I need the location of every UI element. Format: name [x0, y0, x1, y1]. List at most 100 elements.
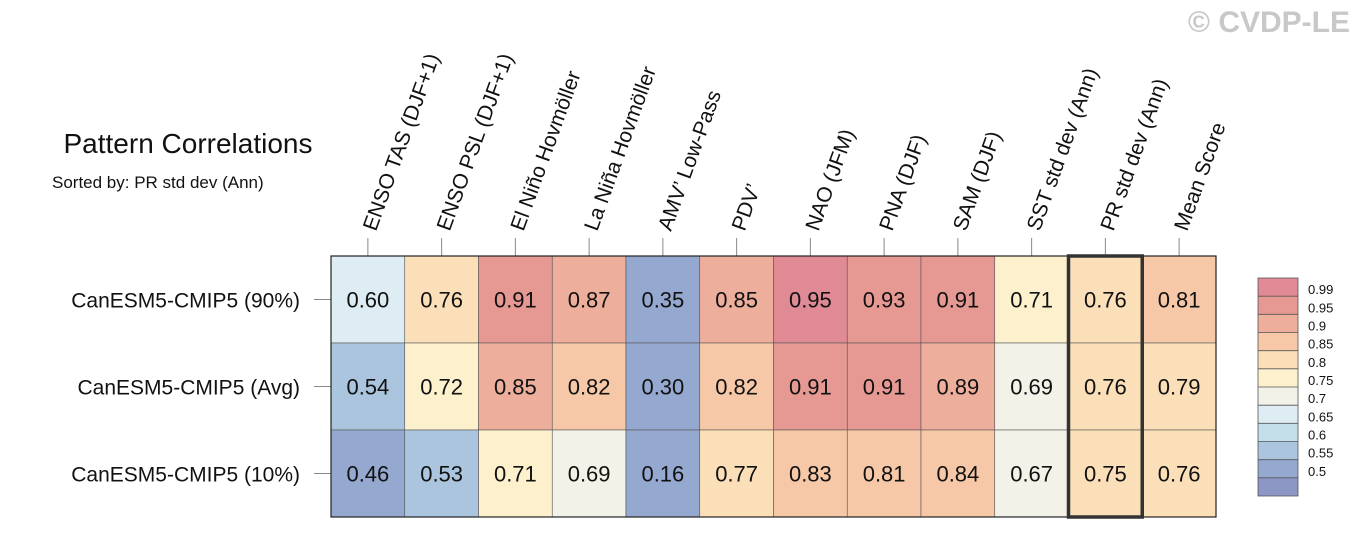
cell-value-label: 0.53: [420, 462, 463, 487]
cell-value-label: 0.76: [420, 288, 463, 313]
colorbar-swatch: [1258, 423, 1298, 442]
heatmap-cell: [699, 255, 774, 344]
colorbar-swatch: [1258, 441, 1298, 460]
heatmap-cells: 0.60 0.76 0.91 0.87 0.35 0.85 0.95 0.93 0.91 0.71…: [330, 254, 1217, 519]
column-label: PR std dev (Ann): [1096, 76, 1172, 234]
cell-value-label: 0.76: [1084, 288, 1127, 313]
heatmap-cell: [846, 342, 922, 431]
cell-value-label: 0.30: [641, 375, 684, 400]
cell-value-label: 0.46: [346, 462, 389, 487]
colorbar-swatch: [1258, 278, 1298, 297]
heatmap-cell: [625, 342, 701, 431]
column-label: ENSO TAS (DJF+1): [359, 51, 444, 234]
heatmap-cell: [846, 255, 922, 344]
column-label: Mean Score: [1170, 119, 1230, 233]
cell-value-label: 0.95: [789, 288, 832, 313]
heatmap-cell: [404, 342, 479, 431]
column-label: PNA (DJF): [875, 132, 931, 234]
cell-value-label: 0.69: [1010, 375, 1053, 400]
column-label: SAM (DJF): [949, 128, 1006, 233]
heatmap-cell: [1141, 255, 1217, 344]
colorbar-tick-label: 0.85: [1308, 337, 1333, 352]
colorbar-swatch: [1258, 332, 1298, 351]
colorbar-tick-label: 0.5: [1308, 464, 1326, 479]
cell-value-label: 0.82: [568, 375, 611, 400]
heatmap-border: [330, 255, 1217, 518]
cell-value-label: 0.84: [936, 462, 979, 487]
cell-value-label: 0.60: [346, 288, 389, 313]
cell-value-label: 0.72: [420, 375, 463, 400]
heatmap-cell: [478, 255, 553, 344]
row-labels: CanESM5-CMIP5 (90%) CanESM5-CMIP5 (Avg) Ca…: [71, 290, 331, 487]
heatmap-cell: [920, 429, 996, 518]
column-label: AMV’ Low-Pass: [654, 87, 726, 233]
column-label: ENSO PSL (DJF+1): [433, 51, 518, 234]
row-label: CanESM5-CMIP5 (90%): [71, 290, 300, 313]
colorbar-swatch: [1258, 459, 1298, 478]
colorbar-tick-label: 0.7: [1308, 391, 1326, 406]
cell-value-label: 0.67: [1010, 462, 1053, 487]
heatmap-cell: [920, 255, 996, 344]
heatmap-cell: [1068, 255, 1143, 344]
cell-value-label: 0.76: [1158, 462, 1201, 487]
cell-value-label: 0.82: [715, 375, 758, 400]
cell-value-label: 0.76: [1084, 375, 1127, 400]
heatmap-cell: [846, 429, 922, 518]
cell-value-label: 0.91: [494, 288, 537, 313]
chart-subtitle: Sorted by: PR std dev (Ann): [52, 173, 264, 192]
watermark: © CVDP-LE: [1188, 6, 1350, 39]
heatmap-cell: [404, 429, 479, 518]
heatmap-cell: [625, 255, 701, 344]
heatmap-cell: [1068, 429, 1143, 518]
heatmap-cell: [1141, 342, 1217, 431]
colorbar-tick-label: 0.65: [1308, 409, 1333, 424]
colorbar-tick-label: 0.9: [1308, 319, 1326, 334]
row-label: CanESM5-CMIP5 (Avg): [77, 377, 300, 400]
cell-value-label: 0.54: [346, 375, 389, 400]
colorbar-tick-label: 0.8: [1308, 355, 1326, 370]
heatmap-cell: [920, 342, 996, 431]
heatmap-cell: [478, 342, 553, 431]
cell-value-label: 0.75: [1084, 462, 1127, 487]
colorbar-swatch: [1258, 477, 1298, 496]
colorbar-tick-label: 0.55: [1308, 446, 1333, 461]
column-label: NAO (JFM): [801, 126, 859, 234]
colorbar-tick-label: 0.6: [1308, 428, 1326, 443]
colorbar-swatch: [1258, 296, 1298, 315]
cell-value-label: 0.89: [936, 375, 979, 400]
colorbar-tick-label: 0.95: [1308, 300, 1333, 315]
cell-value-label: 0.87: [568, 288, 611, 313]
heatmap-cell: [773, 342, 848, 431]
colorbar-swatch: [1258, 368, 1298, 387]
column-label: El Niño Hovmöller: [506, 68, 585, 234]
cell-value-label: 0.93: [863, 288, 906, 313]
colorbar-tick-label: 0.99: [1308, 282, 1333, 297]
heatmap-cell: [699, 429, 774, 518]
colorbar-swatch: [1258, 314, 1298, 333]
chart-title: Pattern Correlations: [63, 128, 312, 159]
cell-value-label: 0.83: [789, 462, 832, 487]
heatmap-cell: [330, 255, 406, 344]
heatmap-cell: [994, 255, 1069, 344]
heatmap-cell: [625, 429, 701, 518]
cell-value-label: 0.16: [641, 462, 684, 487]
cell-value-label: 0.85: [494, 375, 537, 400]
colorbar-swatch: [1258, 350, 1298, 369]
cell-value-label: 0.77: [715, 462, 758, 487]
colorbar-swatch: [1258, 405, 1298, 424]
column-label: PDV’: [728, 181, 766, 234]
row-label: CanESM5-CMIP5 (10%): [71, 464, 300, 487]
cell-value-label: 0.35: [641, 288, 684, 313]
cell-value-label: 0.71: [1010, 288, 1053, 313]
heatmap-cell: [1068, 342, 1143, 431]
cell-value-label: 0.85: [715, 288, 758, 313]
cell-value-label: 0.81: [1158, 288, 1201, 313]
highlighted-column-box: [1066, 254, 1144, 519]
cell-value-label: 0.71: [494, 462, 537, 487]
colorbar-swatch: [1258, 387, 1298, 406]
cell-value-label: 0.91: [789, 375, 832, 400]
column-label: La Niña Hovmöller: [580, 64, 661, 234]
colorbar: 0.99 0.95 0.9 0.85 0.8 0.75 0.7 0.65 0.6 0.55 0.5: [1257, 277, 1333, 497]
cell-value-label: 0.91: [936, 288, 979, 313]
